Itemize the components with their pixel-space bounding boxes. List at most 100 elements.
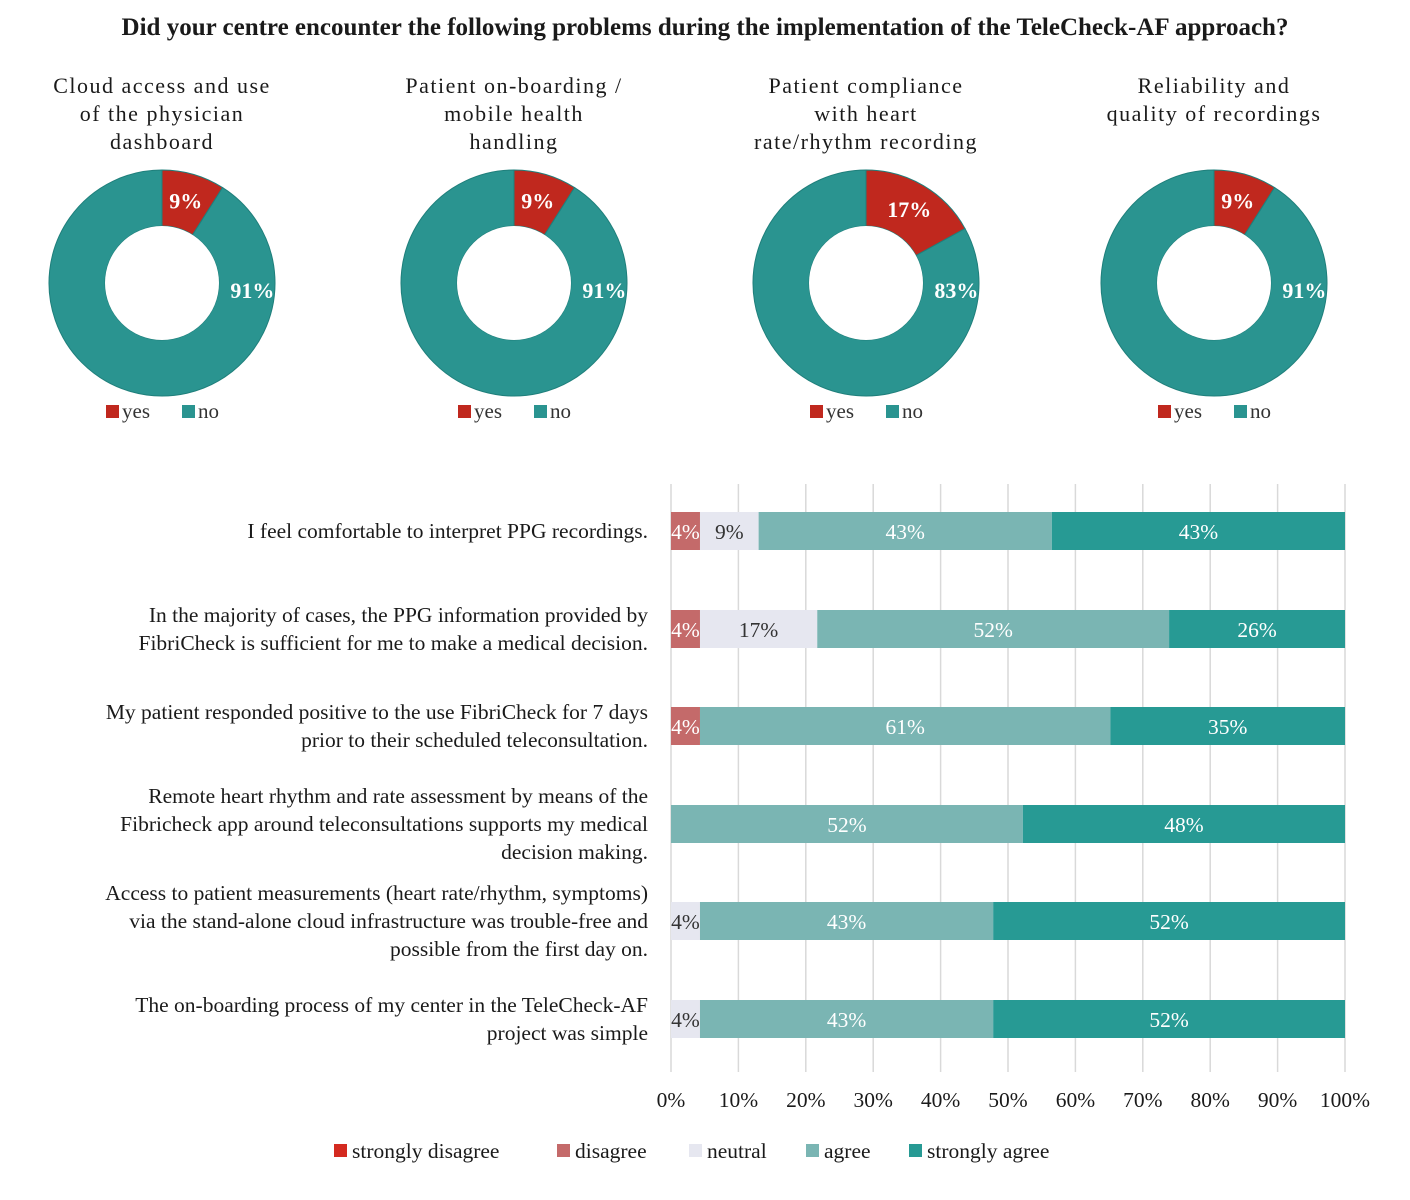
donut-chart: 9% 91% yes no [1100, 169, 1328, 423]
donut-slice-label: 17% [887, 197, 931, 222]
x-tick-label: 0% [657, 1088, 686, 1112]
bar-value-label: 4% [671, 910, 700, 934]
donut-slice-label: 91% [582, 278, 626, 303]
legend-label-no: no [198, 399, 219, 423]
legend-swatch-no [182, 405, 195, 418]
bar-value-label: 4% [671, 715, 700, 739]
legend-swatch [334, 1144, 347, 1157]
donut-slice-label: 9% [521, 188, 554, 213]
legend-swatch-no [886, 405, 899, 418]
donut-title: Patient compliance with heart rate/rhythm … [754, 73, 978, 154]
bar-value-label: 43% [827, 910, 867, 934]
legend-label-no: no [902, 399, 923, 423]
donut-chart: 9% 91% yes no [400, 169, 628, 423]
donut-title: Patient on-boarding / mobile health handli… [405, 73, 623, 154]
legend-label: strongly agree [927, 1139, 1049, 1163]
bar-value-label: 43% [1179, 520, 1219, 544]
bar-value-label: 17% [739, 618, 779, 642]
bar-segment-agree [671, 805, 1023, 843]
bar-segment-strongly-agree [993, 1000, 1345, 1038]
question-label: Remote heart rhythm and rate assessment … [120, 784, 648, 864]
bar-value-label: 43% [886, 520, 926, 544]
legend-label-yes: yes [1174, 399, 1202, 423]
legend-swatch-yes [1158, 405, 1171, 418]
donut-title: Cloud access and use of the physician dash… [53, 73, 271, 154]
bar-segment-agree [817, 610, 1170, 648]
legend-swatch-yes [458, 405, 471, 418]
legend-swatch-yes [106, 405, 119, 418]
legend-label-no: no [1250, 399, 1271, 423]
donut-hole [809, 226, 923, 340]
legend-label: strongly disagree [352, 1139, 499, 1163]
legend-label: agree [824, 1139, 871, 1163]
question-label: I feel comfortable to interpret PPG reco… [247, 519, 648, 543]
bar-segment-neutral [699, 512, 759, 550]
bar-value-label: 43% [827, 1008, 867, 1032]
x-tick-label: 30% [853, 1088, 893, 1112]
donut-slice-label: 91% [1282, 278, 1326, 303]
bar-segment-strongly-agree [1022, 805, 1345, 843]
bar-value-label: 52% [1149, 1008, 1189, 1032]
bar-segment-neutral [671, 902, 700, 940]
donut-chart: 9% 91% yes no [48, 169, 276, 423]
legend-label-yes: yes [826, 399, 854, 423]
donut-slice-label: 91% [230, 278, 274, 303]
bar-value-label: 26% [1237, 618, 1277, 642]
bar-segment-agree [699, 902, 994, 940]
question-label: In the majority of cases, the PPG inform… [138, 603, 649, 655]
question-label: Access to patient measurements (heart ra… [105, 881, 648, 961]
x-tick-label: 60% [1056, 1088, 1096, 1112]
bar-value-label: 52% [973, 618, 1013, 642]
legend-label: disagree [575, 1139, 647, 1163]
x-tick-label: 10% [719, 1088, 759, 1112]
legend-swatch-yes [810, 405, 823, 418]
donut-slice-label: 9% [1221, 188, 1254, 213]
legend-label: neutral [707, 1139, 767, 1163]
bar-segment-strongly-agree [1110, 707, 1345, 745]
question-label: My patient responded positive to the use… [105, 700, 648, 752]
bar-value-label: 9% [715, 520, 744, 544]
bar-segment-disagree [671, 707, 700, 745]
donut-slice-label: 83% [934, 278, 978, 303]
bar-segment-agree [699, 1000, 994, 1038]
legend-swatch [806, 1144, 819, 1157]
bar-segment-agree [758, 512, 1052, 550]
donut-chart: 17% 83% yes no [752, 169, 980, 423]
bar-segment-neutral [671, 1000, 700, 1038]
bar-value-label: 48% [1164, 813, 1204, 837]
bar-value-label: 4% [671, 520, 700, 544]
donut-slice-label: 9% [169, 188, 202, 213]
bar-segment-strongly-agree [993, 902, 1345, 940]
bar-segment-disagree [671, 512, 700, 550]
legend-swatch [689, 1144, 702, 1157]
bar-value-label: 4% [671, 618, 700, 642]
donut-hole [457, 226, 571, 340]
x-tick-label: 50% [988, 1088, 1028, 1112]
x-tick-label: 40% [921, 1088, 961, 1112]
x-tick-label: 100% [1320, 1088, 1370, 1112]
legend-swatch [557, 1144, 570, 1157]
x-tick-label: 90% [1258, 1088, 1298, 1112]
donut-hole [1157, 226, 1271, 340]
donut-title: Reliability and quality of recordings [1106, 73, 1322, 126]
x-tick-label: 80% [1190, 1088, 1230, 1112]
bar-value-label: 52% [1149, 910, 1189, 934]
x-tick-label: 20% [786, 1088, 826, 1112]
main-title: Did your centre encounter the following … [121, 14, 1289, 41]
donut-charts: 9% 91% yes no 9% 91% yes no 17% 83% yes no 9% 91% yes n… [48, 169, 1328, 423]
donut-hole [105, 226, 219, 340]
legend-swatch [909, 1144, 922, 1157]
question-label: The on-boarding process of my center in … [135, 993, 648, 1045]
bar-value-label: 4% [671, 1008, 700, 1032]
legend-swatch-no [534, 405, 547, 418]
x-tick-label: 70% [1123, 1088, 1163, 1112]
bar-segment-agree [699, 707, 1111, 745]
bar-value-label: 35% [1208, 715, 1248, 739]
bar-segment-disagree [671, 610, 700, 648]
legend-swatch-no [1234, 405, 1247, 418]
bar-value-label: 52% [827, 813, 867, 837]
legend-label-no: no [550, 399, 571, 423]
legend-label-yes: yes [474, 399, 502, 423]
bar-segment-strongly-agree [1051, 512, 1345, 550]
